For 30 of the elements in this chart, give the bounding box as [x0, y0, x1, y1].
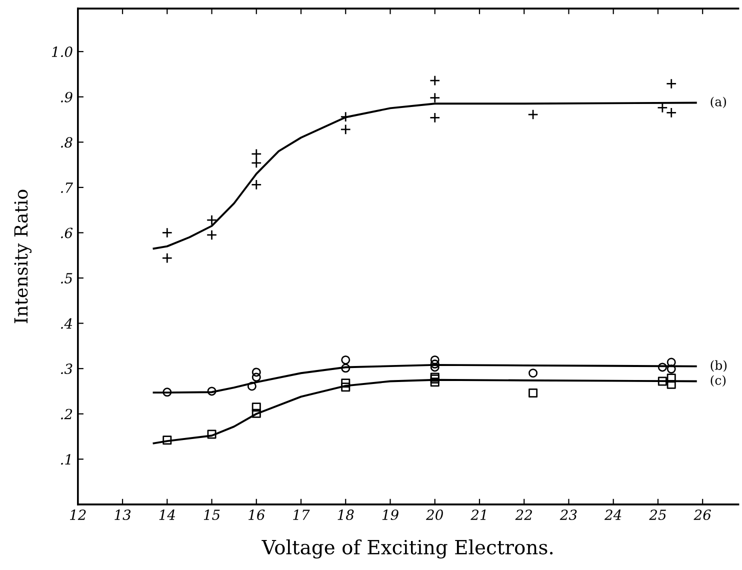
x-tick-label: 13 [114, 510, 131, 520]
y-tick-label: .8 [61, 137, 72, 148]
y-tick-label: .6 [61, 228, 73, 238]
y-tick-label: .7 [61, 182, 74, 193]
series-label: (a) [710, 96, 726, 108]
series-label: (c) [710, 375, 726, 387]
y-tick-label: .1 [61, 454, 70, 465]
x-tick-label: 18 [338, 510, 354, 520]
x-tick-label: 17 [293, 510, 310, 520]
y-tick-label: 1.0 [52, 46, 72, 58]
x-tick-label: 21 [470, 510, 486, 520]
x-tick-label: 15 [204, 510, 220, 520]
y-tick-label: .5 [61, 273, 72, 284]
y-axis-title: Intensity Ratio [14, 190, 32, 324]
x-tick-label: 24 [604, 510, 622, 520]
x-axis-title: Voltage of Exciting Electrons. [262, 539, 553, 559]
x-tick-label: 16 [248, 510, 265, 520]
y-tick-label: .2 [61, 408, 72, 420]
x-tick-label: 14 [159, 510, 175, 520]
x-tick-label: 22 [515, 510, 532, 520]
x-tick-label: 23 [560, 510, 577, 520]
x-tick-label: 19 [382, 510, 398, 520]
x-tick-label: 20 [426, 510, 443, 520]
y-tick-label: .9 [61, 92, 72, 102]
x-tick-label: 12 [70, 510, 86, 520]
x-tick-label: 26 [694, 510, 711, 520]
x-tick-label: 25 [649, 510, 666, 520]
y-tick-label: .3 [61, 364, 72, 374]
y-tick-label: .4 [61, 318, 72, 329]
series-label: (b) [710, 360, 727, 372]
